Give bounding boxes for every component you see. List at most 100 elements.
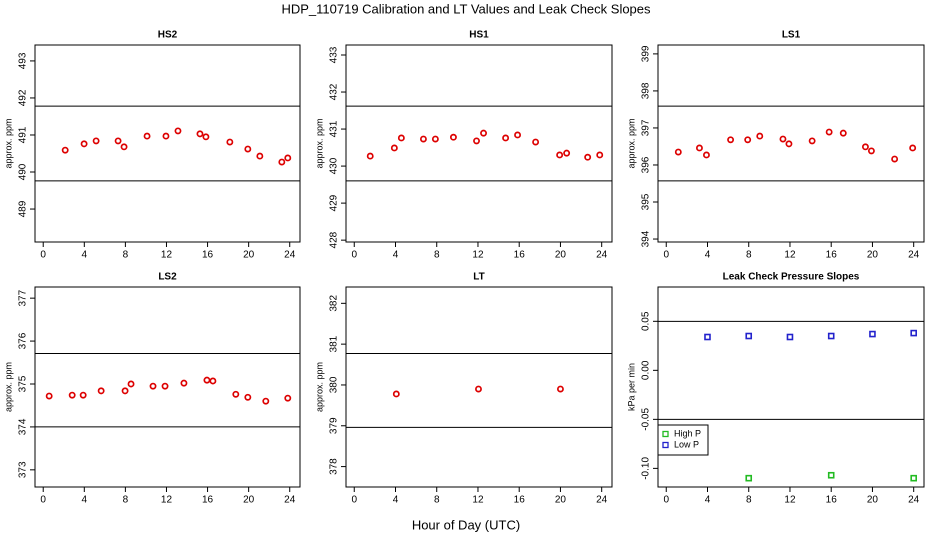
y-tick-label: 374 [18,418,29,435]
point [392,390,400,398]
panel-title: Leak Check Pressure Slopes [723,272,860,283]
x-tick-label: 8 [746,495,752,506]
point [196,130,204,138]
y-tick-label: 429 [329,194,340,211]
point [97,387,105,395]
legend-box [657,424,709,456]
x-tick-label: 0 [351,250,357,261]
point [68,391,76,399]
x-tick-label: 4 [82,495,88,506]
y-axis-label: kPa per min [626,363,636,411]
x-tick-label: 8 [123,250,129,261]
point [861,143,869,151]
x-tick-label: 0 [40,495,46,506]
x-tick-label: 12 [784,250,796,261]
y-tick-label: 399 [641,45,652,62]
point [695,144,703,152]
plot-frame [657,286,925,488]
point [563,149,571,157]
panel-title: HS2 [158,30,178,41]
point [174,127,182,135]
point [244,393,252,401]
y-tick-label: 397 [641,119,652,136]
point [532,138,540,146]
y-tick-label: 491 [18,126,29,143]
point [556,151,564,159]
point [149,382,157,390]
point [203,376,211,384]
panel-title: LT [473,272,484,283]
x-tick-label: 4 [82,250,88,261]
legend-label: High P [674,428,701,438]
point [127,380,135,388]
point [744,136,752,144]
y-axis-label: approx. ppm [626,118,636,168]
y-tick-label: 376 [18,332,29,349]
x-tick-label: 16 [826,495,838,506]
point [232,390,240,398]
x-tick-label: 12 [161,250,173,261]
point [390,144,398,152]
point [745,332,753,340]
x-tick-label: 8 [434,495,440,506]
point [366,152,374,160]
legend-label: Low P [674,439,699,449]
point [756,132,764,140]
panel: LS1 0 4 8 12 16 20 24 394 395 396 397 398 399 approx. … [626,30,925,261]
point [473,137,480,145]
x-tick-label: 24 [596,250,608,261]
point [475,385,482,393]
x-tick-label: 12 [161,495,173,506]
y-tick-label: 394 [641,230,652,247]
point [869,330,876,338]
x-tick-label: 0 [663,495,669,506]
x-tick-label: 16 [514,495,526,506]
x-tick-label: 4 [393,495,399,506]
y-tick-label: 431 [329,120,340,137]
x-tick-label: 20 [867,250,879,261]
y-tick-label: 428 [329,231,340,248]
x-tick-label: 16 [514,250,526,261]
point [584,153,592,161]
x-tick-label: 0 [663,250,669,261]
point [785,140,793,148]
y-tick-label: 493 [18,52,29,69]
legend-swatch [662,441,669,449]
panel-title: LS2 [158,272,177,283]
point [703,151,710,159]
point [556,385,564,393]
x-tick-label: 12 [784,495,796,506]
y-tick-label: 373 [18,461,29,478]
point [704,333,711,341]
panel-title: LS1 [782,30,801,41]
point [808,137,816,145]
point [431,135,439,143]
point [284,154,292,162]
x-tick-label: 24 [596,495,608,506]
x-tick-label: 0 [351,495,357,506]
point [745,474,753,482]
point [727,136,735,144]
plot-frame [345,44,613,243]
x-tick-label: 4 [705,495,711,506]
plot-frame [657,44,925,243]
y-tick-label: 396 [641,156,652,173]
point [674,148,682,156]
x-tick-label: 8 [746,250,752,261]
y-tick-label: 0.00 [641,360,652,380]
y-tick-label: 378 [329,458,340,475]
point [910,474,917,482]
point [114,137,122,145]
point [162,132,170,140]
x-tick-label: 16 [826,250,838,261]
point [825,128,833,136]
point [80,140,88,148]
x-tick-label: 20 [867,495,879,506]
y-axis-label: approx. ppm [314,362,324,412]
panel: HS2 0 4 8 12 16 20 24 489 490 491 492 493 approx. ppm [3,30,301,261]
point [61,146,69,154]
point [284,394,292,402]
y-tick-label: 382 [329,295,340,312]
x-tick-label: 12 [472,250,484,261]
